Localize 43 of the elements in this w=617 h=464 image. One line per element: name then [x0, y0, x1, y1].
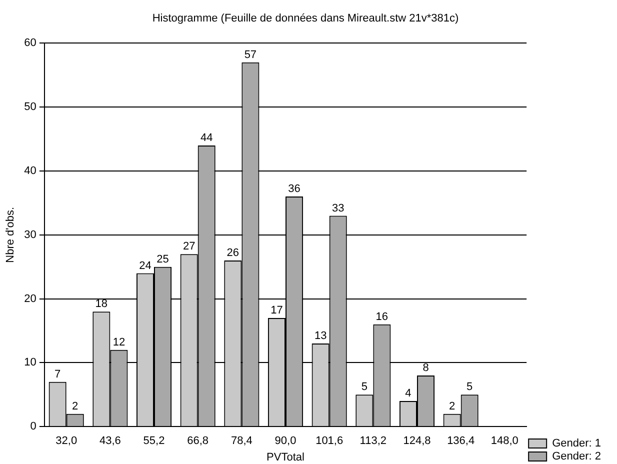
x-tick-label: 32,0: [56, 435, 78, 448]
data-label: 4: [405, 388, 412, 400]
data-label: 18: [95, 298, 108, 310]
x-tick-label: 124,8: [403, 435, 431, 448]
x-tick-label: 78,4: [230, 435, 252, 448]
y-tick-label: 0: [30, 420, 36, 433]
chart-title: Histogramme (Feuille de données dans Mireault.stw 21v*381c): [152, 12, 459, 25]
y-axis-title: Nbre d'obs.: [4, 206, 17, 263]
x-tick-label: 136,4: [447, 435, 475, 448]
data-label: 24: [139, 260, 152, 272]
data-label: 12: [112, 336, 126, 348]
y-tick-label: 50: [24, 101, 36, 114]
data-label: 33: [332, 202, 344, 214]
x-tick-label: 66,8: [187, 435, 209, 448]
data-label: 2: [72, 400, 78, 412]
y-tick-label: 40: [24, 165, 36, 178]
y-tick-label: 10: [24, 356, 36, 369]
y-tick-label: 30: [24, 228, 36, 241]
legend-label: Gender: 1: [552, 438, 601, 450]
data-label: 17: [270, 304, 283, 316]
y-tick-label: 20: [24, 292, 36, 305]
data-label: 7: [54, 368, 61, 380]
data-label: 13: [314, 330, 327, 342]
x-tick-label: 101,6: [316, 435, 344, 448]
data-label: 44: [200, 132, 213, 144]
x-tick-label: 113,2: [360, 435, 387, 448]
data-label: 16: [376, 310, 388, 323]
data-label: 25: [156, 253, 169, 266]
legend-label: Gender: 2: [552, 450, 601, 463]
y-tick-label: 60: [24, 37, 36, 50]
data-label: 26: [226, 246, 240, 259]
data-label: 5: [466, 381, 473, 394]
x-tick-label: 43,6: [99, 435, 121, 448]
x-axis-title: PVTotal: [266, 451, 304, 464]
data-label: 57: [244, 48, 257, 61]
data-label: 36: [288, 183, 300, 196]
data-label: 2: [449, 400, 456, 412]
data-label: 8: [422, 362, 429, 374]
data-label: 5: [361, 381, 368, 394]
x-tick-label: 55,2: [143, 435, 165, 448]
x-tick-label: 90,0: [274, 435, 296, 448]
x-tick-label: 148,0: [490, 435, 518, 448]
data-label: 27: [182, 240, 196, 253]
